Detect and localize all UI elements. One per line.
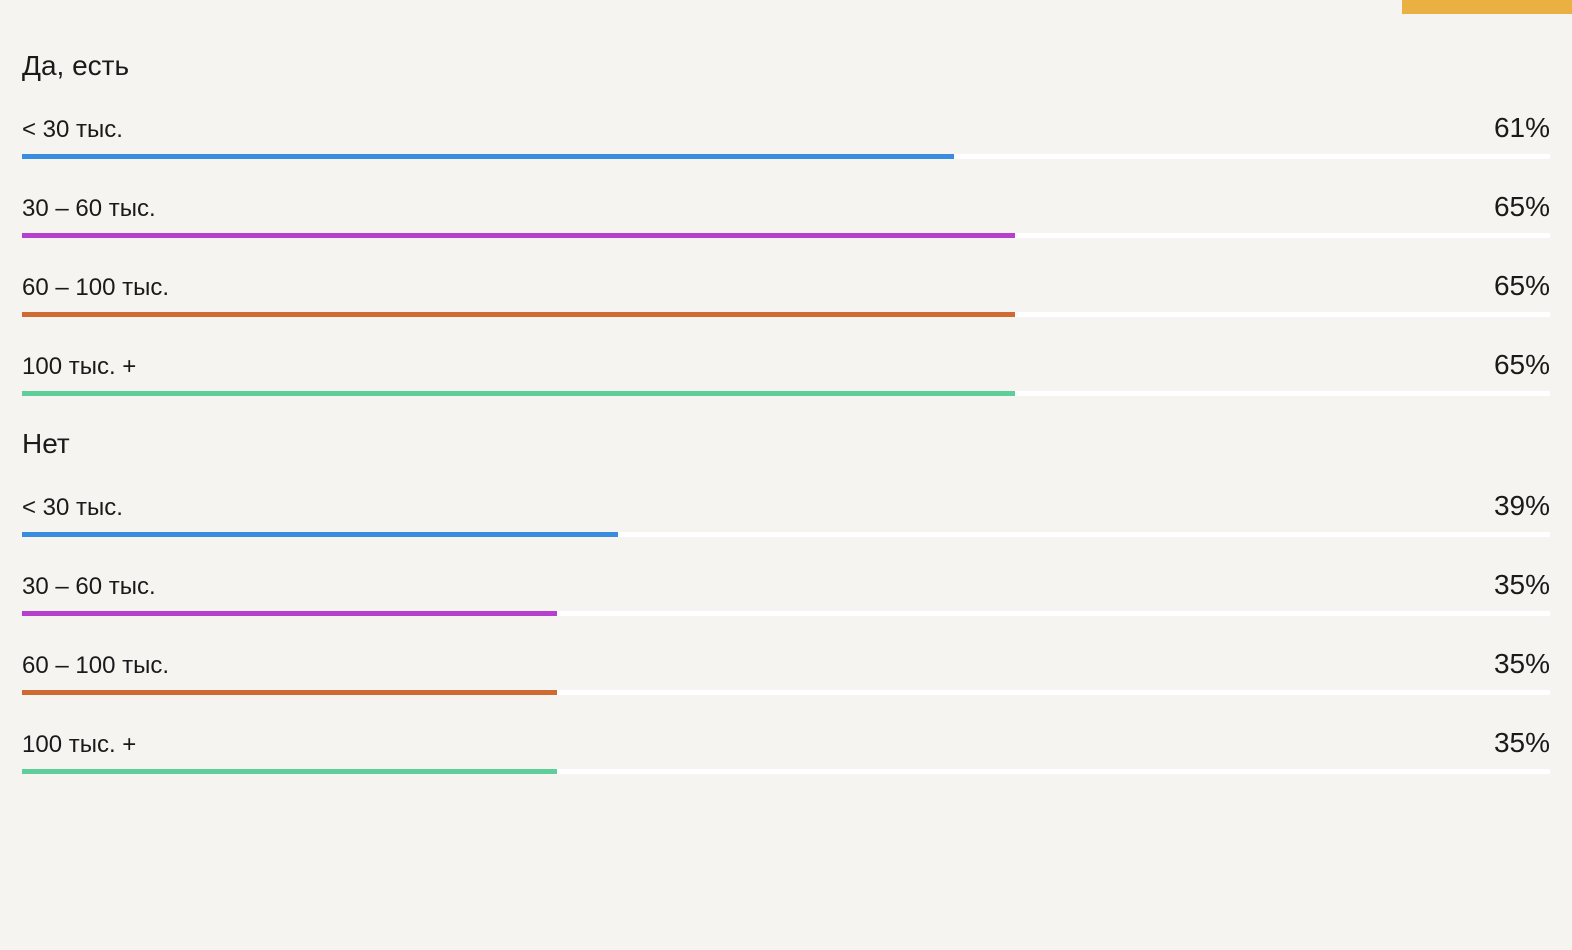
bar-track <box>22 233 1550 238</box>
row-value: 65% <box>1494 191 1550 223</box>
row-label: 30 – 60 тыс. <box>22 573 156 601</box>
bar-track <box>22 391 1550 396</box>
row-value: 61% <box>1494 112 1550 144</box>
chart-container: Да, есть < 30 тыс. 61% 30 – 60 тыс. 65% … <box>0 0 1572 826</box>
group-title: Да, есть <box>22 50 1550 82</box>
row-label: 60 – 100 тыс. <box>22 274 169 302</box>
row-value: 39% <box>1494 490 1550 522</box>
bar-row: 60 – 100 тыс. 35% <box>22 648 1550 695</box>
bar-track <box>22 690 1550 695</box>
group-title: Нет <box>22 428 1550 460</box>
bar-fill <box>22 532 618 537</box>
bar-track <box>22 312 1550 317</box>
row-label: 60 – 100 тыс. <box>22 652 169 680</box>
bar-row: < 30 тыс. 61% <box>22 112 1550 159</box>
row-label: < 30 тыс. <box>22 116 123 144</box>
row-value: 35% <box>1494 569 1550 601</box>
bar-row: < 30 тыс. 39% <box>22 490 1550 537</box>
bar-fill <box>22 769 557 774</box>
bar-track <box>22 769 1550 774</box>
row-value: 35% <box>1494 727 1550 759</box>
bar-fill <box>22 690 557 695</box>
row-label: 30 – 60 тыс. <box>22 195 156 223</box>
bar-fill <box>22 154 954 159</box>
row-label: 100 тыс. + <box>22 353 136 381</box>
bar-row: 60 – 100 тыс. 65% <box>22 270 1550 317</box>
bar-fill <box>22 611 557 616</box>
row-label: < 30 тыс. <box>22 494 123 522</box>
bar-fill <box>22 391 1015 396</box>
row-value: 65% <box>1494 270 1550 302</box>
row-label: 100 тыс. + <box>22 731 136 759</box>
bar-fill <box>22 233 1015 238</box>
bar-row: 100 тыс. + 65% <box>22 349 1550 396</box>
bar-track <box>22 532 1550 537</box>
bar-fill <box>22 312 1015 317</box>
row-value: 35% <box>1494 648 1550 680</box>
bar-row: 30 – 60 тыс. 65% <box>22 191 1550 238</box>
bar-row: 100 тыс. + 35% <box>22 727 1550 774</box>
top-accent-bar <box>1402 0 1572 14</box>
bar-track <box>22 154 1550 159</box>
row-value: 65% <box>1494 349 1550 381</box>
bar-track <box>22 611 1550 616</box>
bar-row: 30 – 60 тыс. 35% <box>22 569 1550 616</box>
